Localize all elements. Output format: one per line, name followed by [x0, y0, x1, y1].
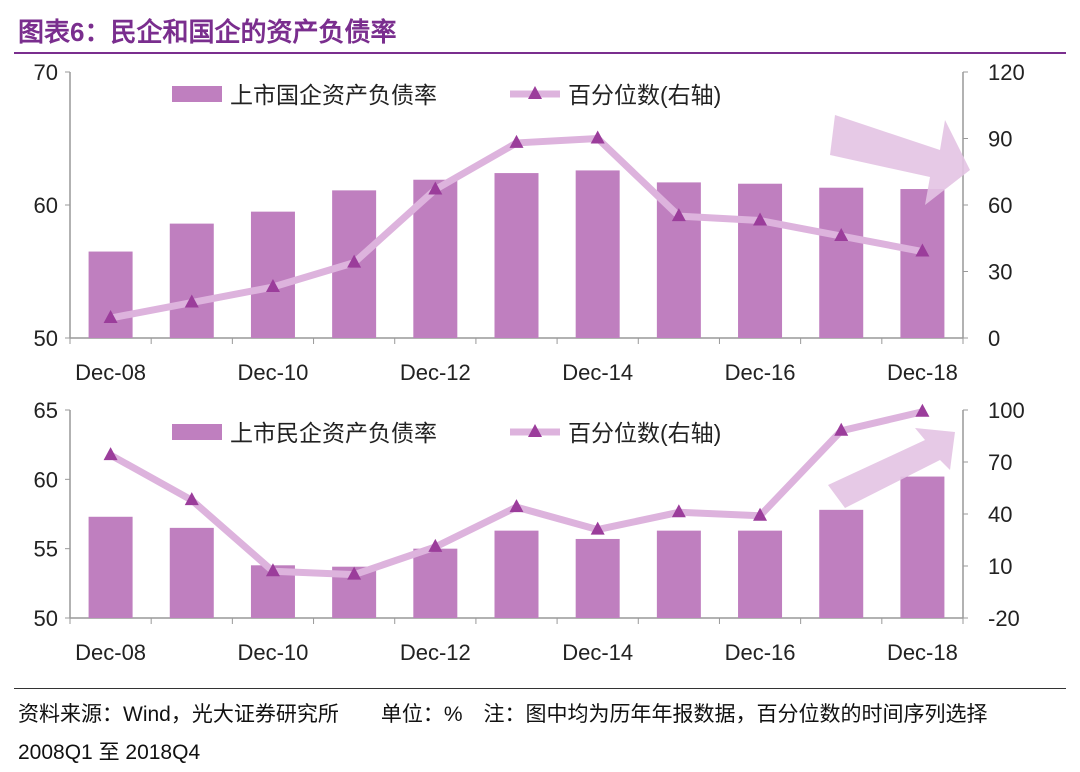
y-tick-label-left: 60	[34, 467, 58, 492]
triangle-marker	[834, 228, 849, 242]
bar	[88, 516, 133, 618]
triangle-marker	[671, 504, 686, 518]
bar	[900, 476, 945, 618]
y-tick-label-left: 60	[34, 193, 58, 218]
x-tick-label: Dec-08	[75, 640, 146, 665]
bar	[575, 170, 620, 338]
trend-arrow	[830, 115, 970, 205]
y-tick-label-right: 40	[988, 502, 1012, 527]
footer-rule	[14, 688, 1066, 689]
x-tick-label: Dec-10	[237, 360, 308, 385]
triangle-marker	[347, 254, 362, 268]
bar	[169, 527, 214, 618]
y-tick-label-right: 60	[988, 193, 1012, 218]
title-rule	[14, 52, 1066, 54]
y-tick-label-left: 70	[34, 60, 58, 85]
bar	[494, 173, 539, 338]
bar	[819, 509, 864, 618]
y-tick-label-left: 50	[34, 326, 58, 351]
triangle-marker	[590, 130, 605, 144]
x-tick-label: Dec-16	[725, 640, 796, 665]
bar	[738, 183, 783, 338]
triangle-marker	[915, 403, 930, 417]
legend-bar-swatch	[172, 86, 222, 102]
legend-bar-label: 上市国企资产负债率	[230, 82, 437, 108]
triangle-marker	[184, 294, 199, 308]
triangle-marker	[347, 566, 362, 580]
y-tick-label-right: 30	[988, 260, 1012, 285]
bar	[494, 530, 539, 618]
bar	[169, 223, 214, 338]
triangle-marker	[428, 181, 443, 195]
bar	[738, 530, 783, 618]
y-tick-label-left: 65	[34, 398, 58, 423]
figure-title: 图表6：民企和国企的资产负债率	[18, 17, 397, 47]
triangle-marker	[103, 447, 118, 461]
bar	[656, 530, 701, 618]
legend-bar-swatch	[172, 424, 222, 440]
triangle-marker	[590, 521, 605, 535]
x-tick-label: Dec-18	[887, 640, 958, 665]
triangle-marker	[103, 310, 118, 324]
triangle-marker	[509, 499, 524, 513]
legend-bar-label: 上市民企资产负债率	[230, 420, 437, 446]
x-tick-label: Dec-18	[887, 360, 958, 385]
y-tick-label-right: -20	[988, 606, 1020, 631]
y-tick-label-right: 120	[988, 60, 1025, 85]
trend-arrow	[828, 428, 955, 508]
bar	[575, 538, 620, 618]
x-tick-label: Dec-12	[400, 640, 471, 665]
triangle-marker	[265, 563, 280, 577]
bar	[250, 211, 295, 338]
legend-triangle-icon	[528, 424, 542, 437]
triangle-marker	[671, 208, 686, 222]
triangle-marker	[509, 134, 524, 148]
y-tick-label-left: 50	[34, 606, 58, 631]
triangle-marker	[753, 507, 768, 521]
y-tick-label-right: 100	[988, 398, 1025, 423]
x-tick-label: Dec-12	[400, 360, 471, 385]
y-tick-label-right: 90	[988, 127, 1012, 152]
bar	[413, 548, 458, 618]
x-tick-label: Dec-14	[562, 360, 633, 385]
triangle-marker	[915, 243, 930, 257]
y-tick-label-right: 0	[988, 326, 1000, 351]
legend-line-label: 百分位数(右轴)	[568, 82, 721, 108]
x-tick-label: Dec-16	[725, 360, 796, 385]
x-tick-label: Dec-14	[562, 640, 633, 665]
bar	[900, 189, 945, 338]
bar	[819, 187, 864, 338]
footer-note: 资料来源：Wind，光大证券研究所 单位：% 注：图中均为历年年报数据，百分位数…	[18, 703, 988, 764]
triangle-marker	[428, 538, 443, 552]
legend-triangle-icon	[528, 86, 542, 99]
y-tick-label-left: 55	[34, 537, 58, 562]
triangle-marker	[834, 422, 849, 436]
triangle-marker	[265, 279, 280, 293]
x-tick-label: Dec-10	[237, 640, 308, 665]
y-tick-label-right: 10	[988, 554, 1012, 579]
y-tick-label-right: 70	[988, 450, 1012, 475]
triangle-marker	[753, 212, 768, 226]
bar	[88, 251, 133, 338]
triangle-marker	[184, 492, 199, 506]
legend-line-label: 百分位数(右轴)	[568, 420, 721, 446]
x-tick-label: Dec-08	[75, 360, 146, 385]
